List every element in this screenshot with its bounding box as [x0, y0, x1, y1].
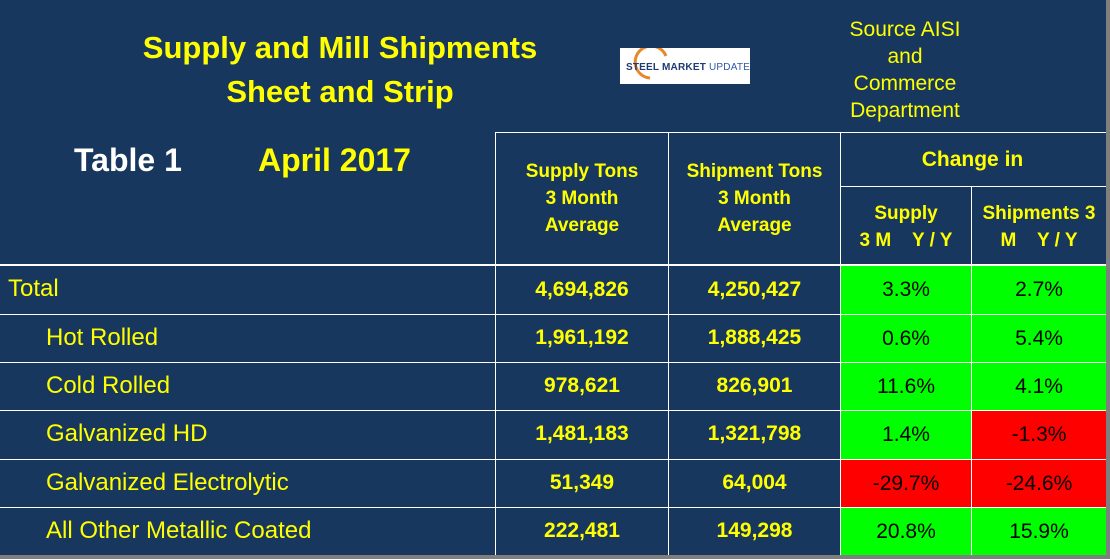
shipments-change-cell: 15.9% [972, 508, 1106, 555]
supply-change-cell: 0.6% [841, 315, 971, 362]
shipment-value: 1,888,425 [707, 326, 802, 349]
supply-value: 978,621 [544, 374, 620, 397]
header-shipments-change: Shipments 3 M Y / Y [982, 203, 1096, 251]
swoosh-icon [633, 48, 668, 80]
header-supply-tons: Supply Tons 3 Month Average [525, 161, 639, 236]
supply-value: 4,694,826 [535, 278, 629, 301]
supply-change-cell: 20.8% [841, 508, 971, 555]
supply-value: 1,481,183 [535, 422, 629, 445]
grid-line [495, 132, 1106, 133]
shipments-change-cell: 2.7% [972, 266, 1106, 314]
steel-market-update-logo: STEEL MARKET UPDATE [620, 48, 750, 84]
supply-change-cell: 3.3% [841, 266, 971, 314]
supply-value: 51,349 [549, 471, 615, 494]
month-label: April 2017 [258, 142, 411, 178]
shipment-value: 149,298 [716, 519, 793, 542]
grid-line [971, 186, 972, 555]
grid-line [0, 362, 1106, 363]
source-line-2: and [887, 45, 923, 68]
shipments-change-cell: -1.3% [972, 411, 1106, 459]
grid-line [840, 186, 1106, 187]
header-shipment-tons: Shipment Tons 3 Month Average [686, 161, 823, 236]
supply-value: 222,481 [544, 519, 620, 542]
supply-change-cell: 11.6% [841, 363, 971, 410]
grid-line [495, 132, 496, 555]
source-line-3: Commerce [853, 72, 957, 95]
grid-line [840, 132, 841, 555]
title-line-1: Supply and Mill Shipments [142, 30, 538, 65]
row-label-hot-rolled: Hot Rolled [46, 324, 159, 351]
row-label-cold-rolled: Cold Rolled [46, 372, 171, 399]
grid-line [0, 264, 1106, 266]
grid-line [0, 410, 1106, 411]
source-line-1: Source AISI [849, 18, 961, 41]
supply-change-cell: -29.7% [841, 460, 971, 507]
shipment-value: 1,321,798 [707, 422, 802, 445]
shipments-change-cell: 5.4% [972, 315, 1106, 362]
grid-line [0, 459, 1106, 460]
logo-text-accent: UPDATE [708, 62, 751, 73]
grid-line [668, 132, 669, 555]
supply-change-cell: 1.4% [841, 411, 971, 459]
header-change-in: Change in [921, 148, 1024, 171]
grid-line [0, 507, 1106, 508]
shipment-value: 64,004 [722, 471, 787, 494]
logo-text-main: STEEL MARKET [626, 62, 706, 73]
grid-line [0, 314, 1106, 315]
shipments-change-cell: -24.6% [972, 460, 1106, 507]
supply-value: 1,961,192 [535, 326, 629, 349]
row-label-galvanized-electrolytic: Galvanized Electrolytic [46, 469, 289, 496]
title-line-2: Sheet and Strip [226, 74, 454, 109]
shipments-change-cell: 4.1% [972, 363, 1106, 410]
shipment-value: 4,250,427 [707, 278, 802, 301]
source-note: Source AISI and Commerce Department [830, 16, 980, 124]
row-label-total: Total [8, 275, 59, 302]
header-supply-change: Supply 3 M Y / Y [859, 203, 953, 251]
table-label: Table 1 [74, 142, 182, 178]
row-label-all-other-metallic-coated: All Other Metallic Coated [46, 517, 312, 544]
shipment-value: 826,901 [716, 374, 793, 397]
source-line-4: Department [850, 99, 960, 122]
row-label-galvanized-hd: Galvanized HD [46, 420, 208, 447]
